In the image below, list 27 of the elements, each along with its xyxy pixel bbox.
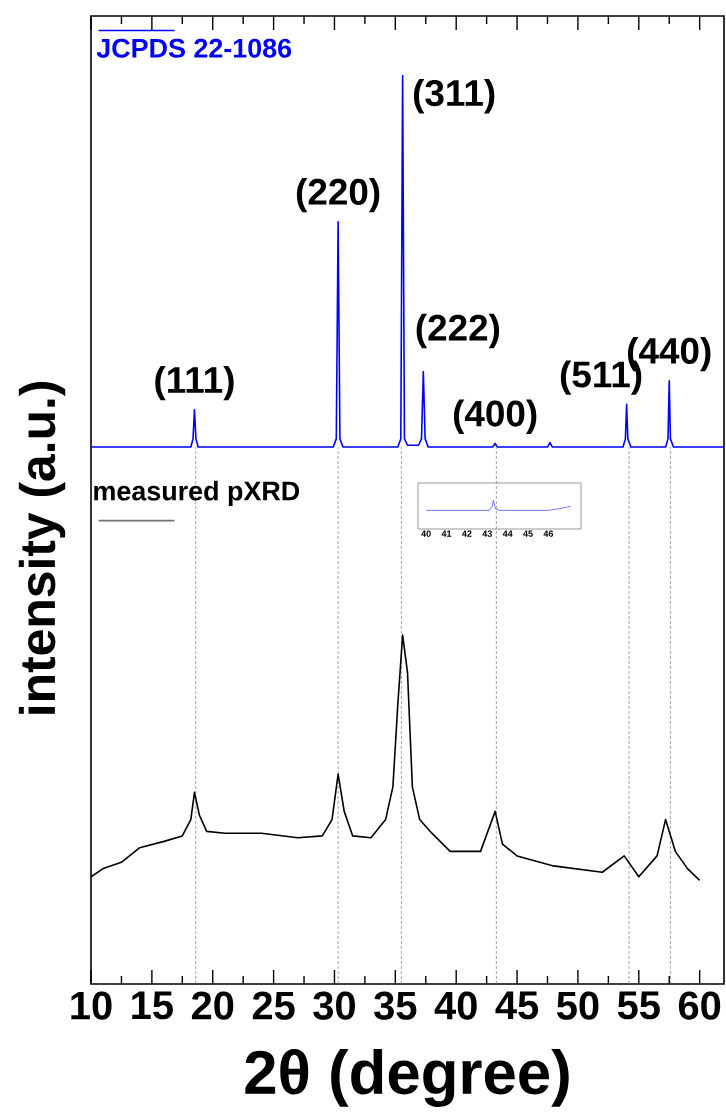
x-axis-title: 2θ (degree): [245, 1049, 569, 1107]
x-tick-label: 10: [71, 991, 112, 1020]
x-tick-label: 42: [462, 530, 472, 537]
x-tick-label: 30: [313, 991, 355, 1020]
x-tick-label: 44: [502, 530, 513, 537]
x-tick-label: 45: [495, 991, 539, 1020]
x-tick-label: 35: [374, 991, 417, 1020]
y-axis-title: intensity (a.u.): [18, 382, 66, 714]
annotation: (220): [296, 177, 380, 213]
x-tick-label: 55: [617, 991, 660, 1020]
x-tick-label: 25: [252, 991, 295, 1020]
annotation: (400): [453, 399, 537, 434]
x-tick-label: 40: [421, 530, 431, 537]
x-tick-label: 45: [523, 530, 533, 537]
annotation: (311): [413, 79, 495, 114]
text: measured pXRD: [94, 480, 300, 506]
x-tick-label: 50: [556, 991, 599, 1020]
x-tick-label: 15: [132, 991, 173, 1020]
x-tick-label: 20: [191, 991, 234, 1020]
x-tick-label: 43: [482, 530, 492, 537]
x-tick-label: 40: [434, 991, 477, 1020]
annotation: (111): [155, 365, 234, 401]
x-tick-label: 60: [678, 991, 721, 1020]
x-tick-label: 41: [441, 530, 452, 537]
x-tick-label: 46: [543, 530, 554, 537]
legend-label: JCPDS 22-1086: [96, 38, 292, 58]
annotation: (222): [416, 313, 500, 349]
